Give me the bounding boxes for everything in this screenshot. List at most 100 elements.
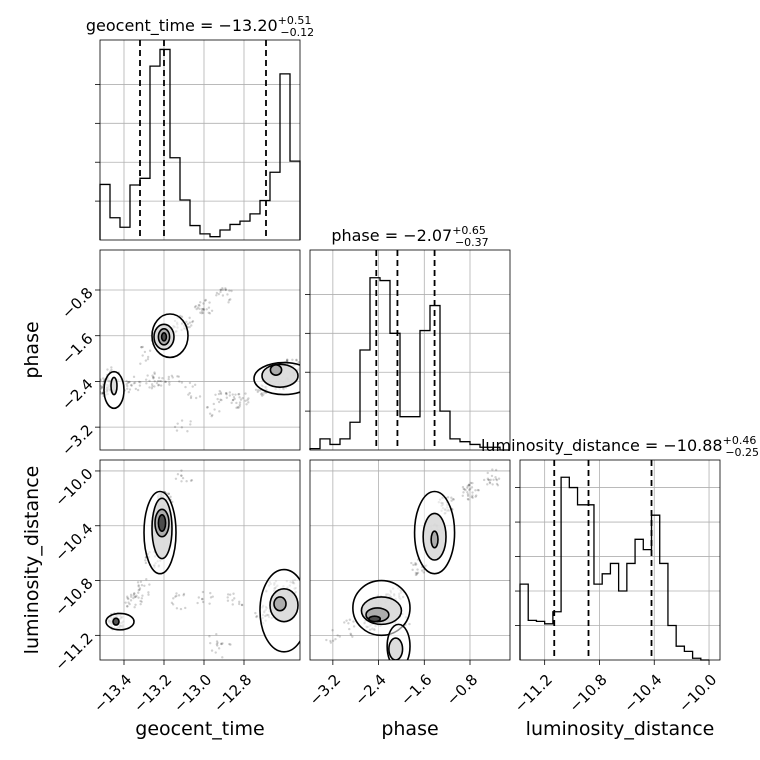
sample-point (414, 563, 418, 566)
x-tick-label: −10.8 (566, 671, 611, 716)
sample-point (244, 392, 247, 395)
sample-point (170, 601, 174, 605)
sample-point (179, 607, 183, 611)
sample-point (212, 402, 215, 406)
sample-point (205, 308, 208, 311)
x-axis-label-luminosity_distance: luminosity_distance (526, 718, 715, 740)
sample-point (176, 375, 179, 378)
sample-point (420, 569, 424, 572)
sample-point (238, 403, 242, 406)
sample-point (180, 315, 184, 319)
sample-point (172, 597, 175, 600)
x-tick-label: −11.2 (511, 671, 556, 716)
sample-point (233, 397, 236, 401)
sample-point (144, 559, 147, 562)
sample-point (221, 294, 225, 297)
sample-point (161, 377, 164, 380)
sample-point (126, 387, 129, 390)
sample-point (476, 488, 480, 492)
sample-point (148, 386, 151, 389)
sample-point (238, 602, 241, 606)
title-plus-error: +0.51 (278, 14, 312, 27)
sample-point (126, 596, 129, 600)
sample-point (416, 571, 420, 575)
sample-point (488, 481, 492, 485)
panel-geocent_time-vs-phase (95, 249, 301, 451)
sample-point (169, 495, 172, 499)
sample-point (127, 597, 130, 601)
sample-point (240, 603, 244, 607)
sample-point (140, 345, 143, 349)
sample-point (156, 379, 160, 383)
hist-panel-phase: phase = −2.07+0.65 −0.37 (305, 224, 511, 451)
sample-point (138, 384, 142, 387)
y-tick-label: −10.4 (51, 520, 96, 565)
sample-point (160, 379, 163, 383)
sample-point (126, 595, 129, 598)
sample-point (190, 478, 194, 482)
sample-point (231, 393, 234, 396)
sample-point (238, 405, 241, 408)
sample-point (486, 483, 489, 486)
sample-point (240, 603, 244, 607)
sample-point (491, 468, 494, 471)
sample-point (97, 386, 99, 388)
sample-point (128, 380, 131, 384)
sample-point (191, 320, 194, 324)
sample-point (412, 563, 415, 567)
sample-point (211, 595, 214, 598)
sample-point (152, 376, 155, 379)
title-value: phase = −2.07 (331, 226, 452, 245)
sample-point (168, 383, 171, 386)
sample-point (134, 595, 137, 599)
sample-point (203, 299, 207, 302)
sample-point (193, 383, 197, 387)
sample-point (158, 379, 161, 383)
sample-point (488, 481, 491, 484)
sample-point (214, 393, 217, 396)
x-tick-label: −13.4 (90, 671, 135, 716)
y-tick-label: −2.4 (58, 375, 96, 413)
sample-point (188, 391, 191, 395)
sample-point (101, 377, 105, 380)
histogram-phase (309, 277, 510, 451)
y-tick-label: −0.8 (58, 284, 96, 322)
sample-point (246, 398, 249, 402)
sample-point (201, 597, 204, 601)
sample-point (128, 388, 132, 391)
sample-point (482, 478, 486, 482)
sample-point (347, 622, 350, 625)
sample-point (225, 393, 228, 396)
sample-point (167, 492, 171, 496)
sample-point (194, 304, 197, 308)
sample-point (150, 387, 154, 390)
contour-level-1 (160, 332, 168, 342)
sample-point (185, 320, 188, 324)
sample-point (489, 478, 492, 482)
sample-point (138, 588, 141, 591)
sample-point (128, 602, 131, 606)
panel-content (105, 469, 300, 659)
y-tick-label: −10.0 (51, 465, 96, 510)
sample-point (136, 581, 140, 584)
y-tick-label: −1.6 (58, 330, 96, 368)
sample-point (95, 391, 97, 393)
sample-point (189, 479, 193, 482)
sample-point (220, 642, 223, 646)
sample-point (182, 592, 186, 596)
sample-point (130, 384, 133, 387)
sample-point (230, 289, 233, 293)
sample-point (219, 642, 223, 646)
sample-point (152, 376, 155, 379)
axes-frame (99, 249, 301, 451)
sample-point (286, 358, 289, 361)
sample-point (231, 398, 235, 402)
sample-point (134, 387, 138, 391)
sample-point (167, 378, 170, 381)
sample-point (141, 354, 144, 357)
sample-point (215, 294, 218, 297)
sample-point (221, 288, 225, 291)
sample-point (133, 592, 136, 595)
sample-point (129, 599, 133, 602)
sample-point (450, 496, 453, 499)
